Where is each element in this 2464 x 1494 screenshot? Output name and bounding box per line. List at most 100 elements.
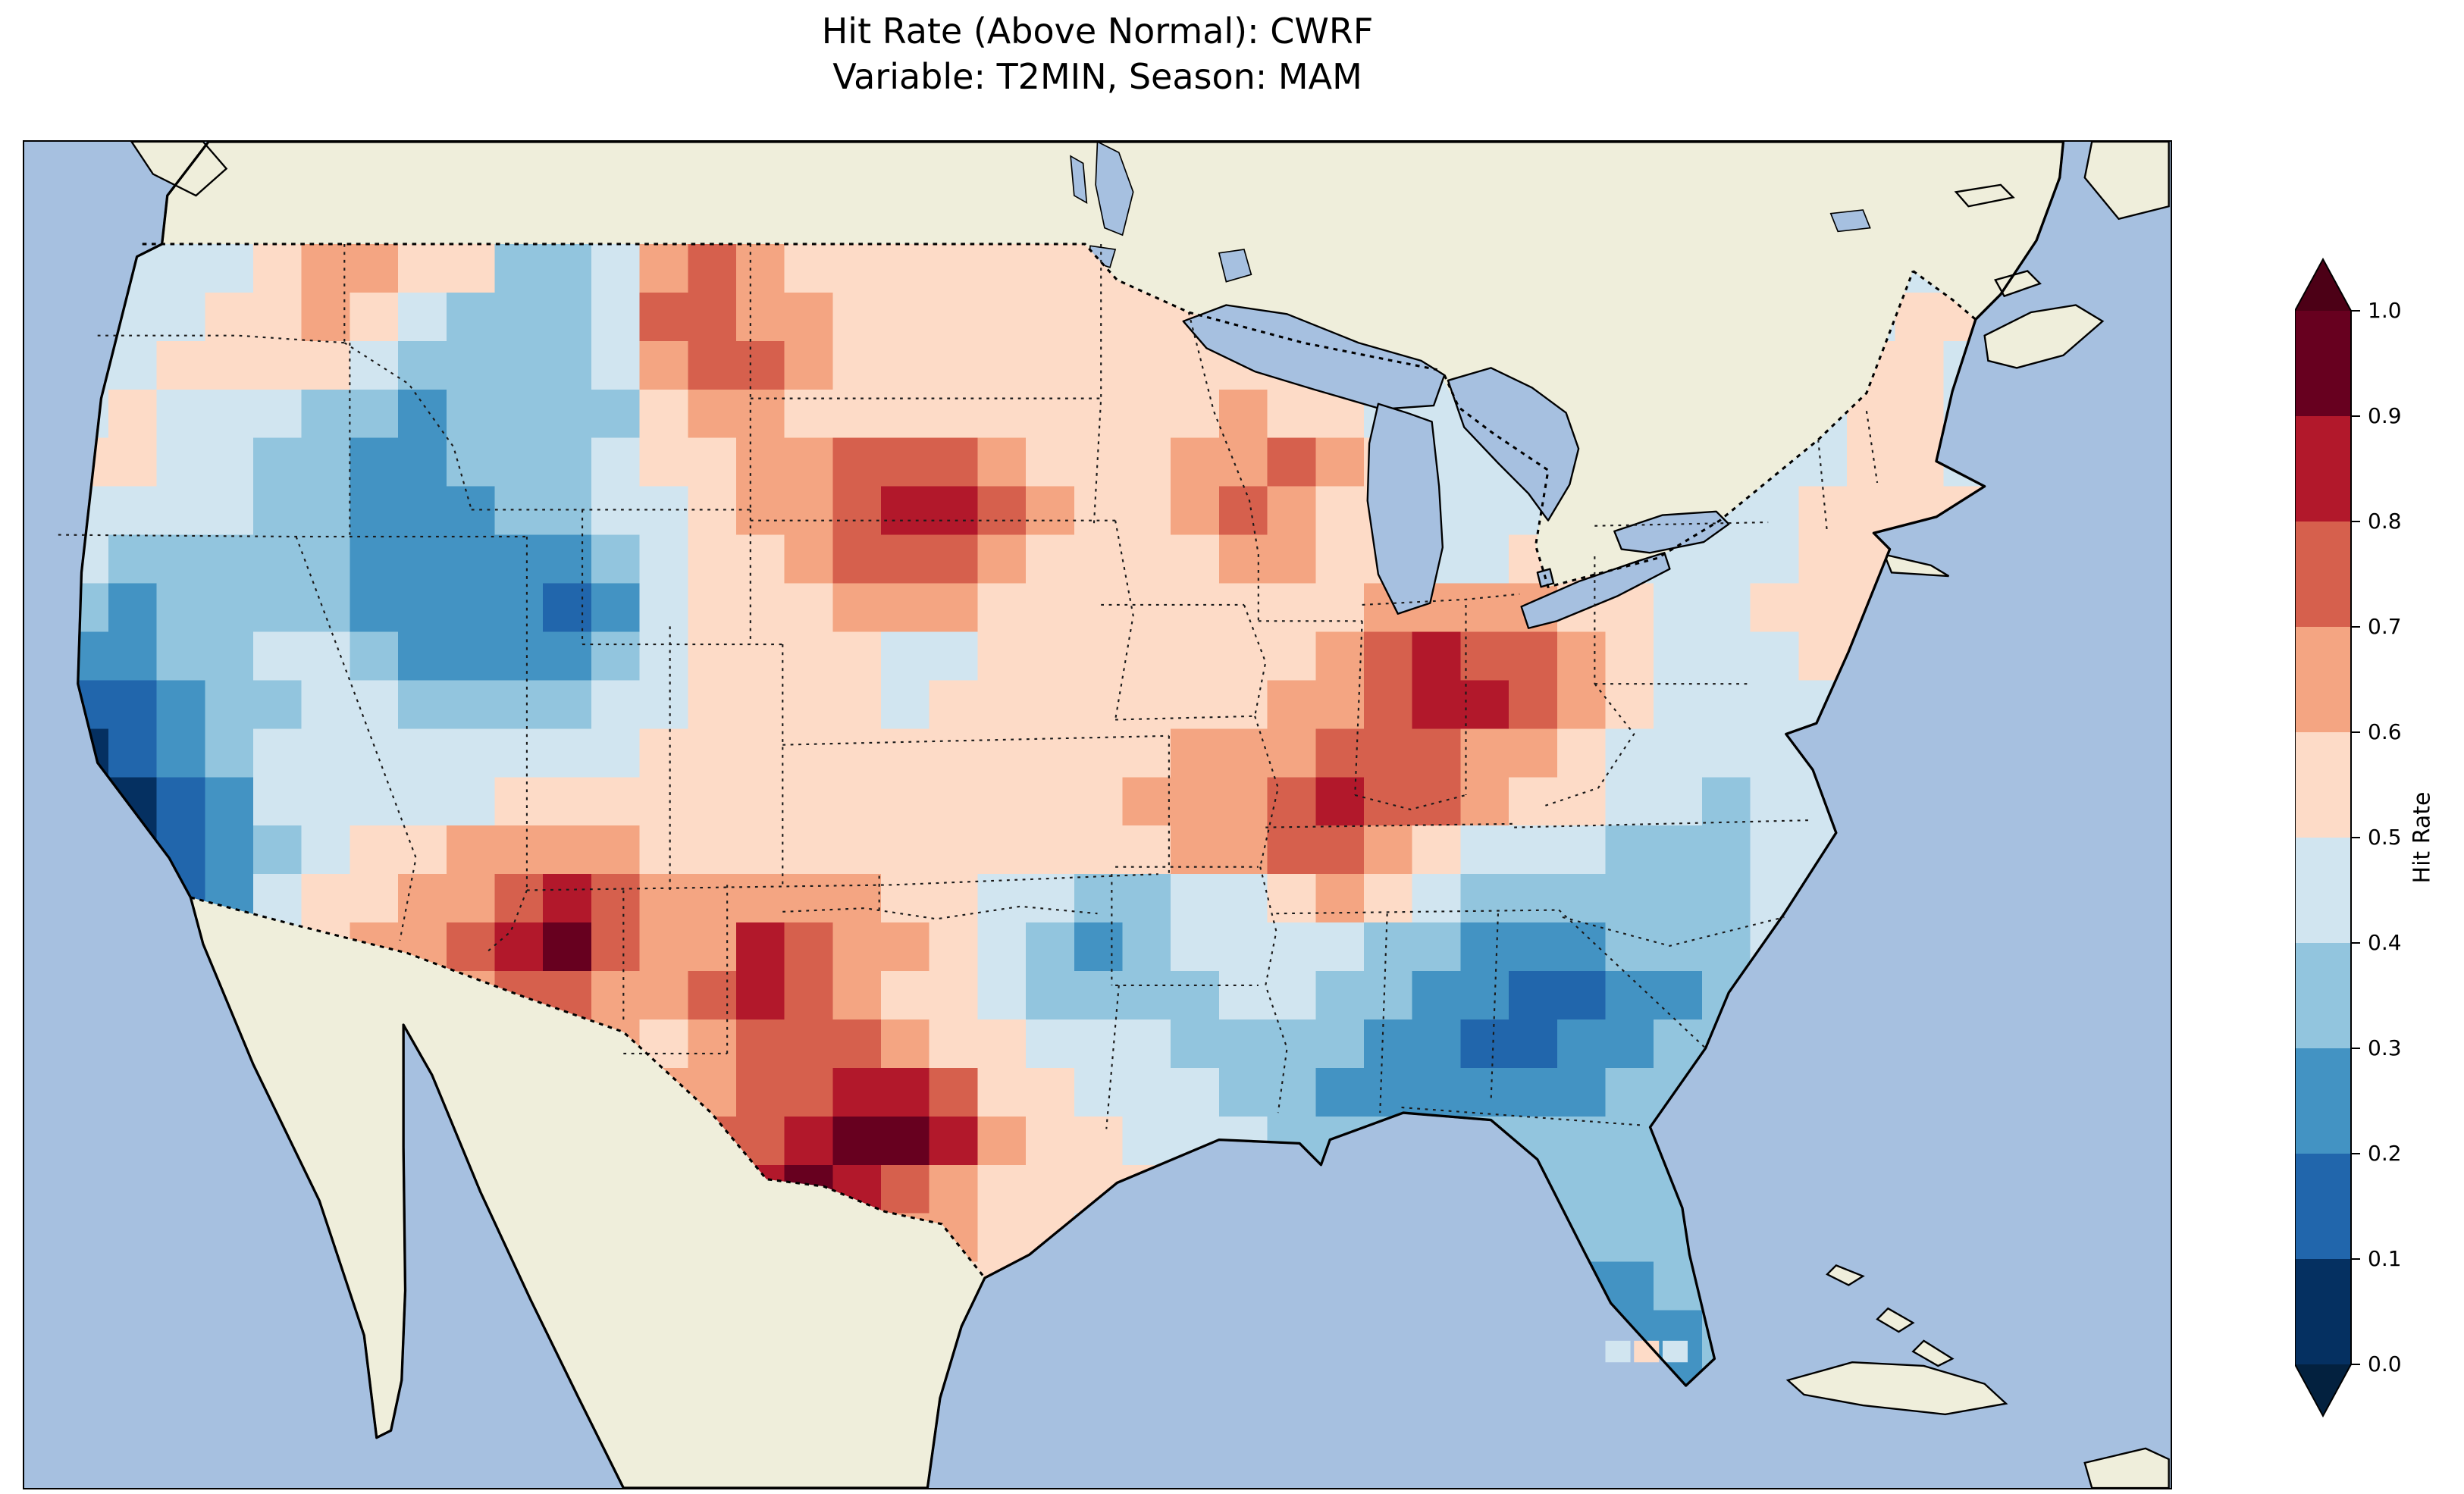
heat-cell	[77, 631, 109, 681]
heat-cell	[1315, 680, 1365, 730]
heat-cell	[832, 631, 882, 681]
heat-cell	[1701, 680, 1751, 730]
heat-cell	[1654, 680, 1703, 730]
heat-cell	[929, 971, 979, 1020]
heat-cell	[832, 486, 882, 536]
heat-cell	[1218, 486, 1268, 536]
island	[1911, 1339, 1955, 1367]
heat-cell	[977, 583, 1027, 633]
heat-cell	[1798, 486, 1848, 536]
heat-cell	[832, 777, 882, 827]
colorbar-segment	[2295, 1048, 2351, 1154]
heat-cell	[1556, 777, 1607, 827]
heat-cell	[1026, 1164, 1075, 1214]
heat-cell	[301, 874, 351, 924]
heat-cell	[301, 631, 351, 681]
heat-cell	[881, 874, 930, 924]
heat-cell	[1026, 728, 1075, 778]
heat-cell	[1701, 534, 1751, 584]
heat-cell	[1750, 825, 1800, 875]
heat-cell	[784, 340, 834, 390]
heat-cell	[156, 680, 206, 730]
heat-cell	[1556, 1116, 1607, 1166]
heat-cell	[977, 728, 1027, 778]
heat-cell	[1364, 971, 1413, 1020]
heat-cell	[494, 340, 544, 390]
heat-cell	[398, 389, 447, 439]
heat-cell	[591, 534, 641, 584]
heat-cell	[1460, 1067, 1510, 1117]
lake	[1218, 249, 1252, 283]
heat-cell	[350, 631, 400, 681]
heat-cell	[591, 874, 641, 924]
heat-cell	[1026, 1019, 1075, 1069]
heat-cell	[1556, 680, 1607, 730]
heat-cell	[1026, 874, 1075, 924]
heat-cell	[929, 680, 979, 730]
heat-cell	[205, 486, 254, 536]
island	[2083, 142, 2170, 221]
heat-cell	[1026, 534, 1075, 584]
heat-cell	[446, 243, 496, 293]
heat-cell	[1218, 1067, 1268, 1117]
lake	[1829, 209, 1871, 233]
state-border-line	[782, 734, 1169, 746]
heat-cell	[543, 874, 592, 924]
heat-cell	[1412, 680, 1462, 730]
heat-cell	[977, 437, 1027, 487]
heat-cell	[929, 777, 979, 827]
heat-cell	[735, 243, 785, 293]
heat-cell	[881, 437, 930, 487]
heat-cell	[1605, 631, 1655, 681]
state-border-line	[1558, 909, 1707, 1049]
heat-cell	[735, 486, 785, 536]
heat-cell	[881, 243, 930, 293]
heat-cell	[301, 728, 351, 778]
heat-cell	[735, 292, 785, 342]
colorbar-segment	[2295, 1154, 2351, 1260]
heat-cell	[881, 1116, 930, 1166]
heat-cell	[1412, 1067, 1462, 1117]
heat-cell	[301, 437, 351, 487]
coastline	[77, 142, 2065, 1488]
island	[1882, 553, 1950, 578]
heat-cell	[1509, 631, 1558, 681]
heat-cell	[1026, 583, 1075, 633]
heat-cell	[205, 777, 254, 827]
heat-cell	[929, 728, 979, 778]
heat-cell	[977, 1116, 1027, 1166]
heat-cell	[1267, 825, 1317, 875]
heat-cell	[205, 243, 254, 293]
heat-cell	[639, 728, 689, 778]
heat-cell	[639, 777, 689, 827]
heat-cell	[301, 680, 351, 730]
heat-cell	[1605, 1213, 1655, 1263]
heat-cell	[977, 1019, 1027, 1069]
heat-cell	[1412, 971, 1462, 1020]
heat-cell	[1026, 680, 1075, 730]
heat-cell	[735, 922, 785, 972]
heat-cell	[1412, 1019, 1462, 1069]
heat-cell	[977, 631, 1027, 681]
state-borders	[58, 243, 1879, 1129]
colorbar: Hit Rate 1.0 0.9 0.8 0.7 0.6 0.5 0.4 0.3 0.2 0.1 0…	[2294, 257, 2462, 1418]
stray-cells	[1605, 1340, 1688, 1363]
heat-cell	[929, 437, 979, 487]
heat-cell	[1267, 437, 1317, 487]
heat-cell	[1654, 825, 1703, 875]
heat-cell	[1171, 777, 1220, 827]
heat-cell	[1654, 1019, 1703, 1069]
heat-cell	[929, 1067, 979, 1117]
colorbar-tick-label: 0.5	[2368, 825, 2402, 850]
heat-cell	[1218, 922, 1268, 972]
heat-cell	[205, 389, 254, 439]
heat-cell	[1122, 874, 1172, 924]
heat-cell	[205, 825, 254, 875]
colorbar-segment	[2295, 627, 2351, 733]
heat-cell	[1074, 583, 1124, 633]
heat-cell	[494, 777, 544, 827]
heat-cell	[977, 874, 1027, 924]
heat-cell	[1122, 631, 1172, 681]
state-border-line	[1362, 593, 1520, 606]
heat-cell	[832, 922, 882, 972]
